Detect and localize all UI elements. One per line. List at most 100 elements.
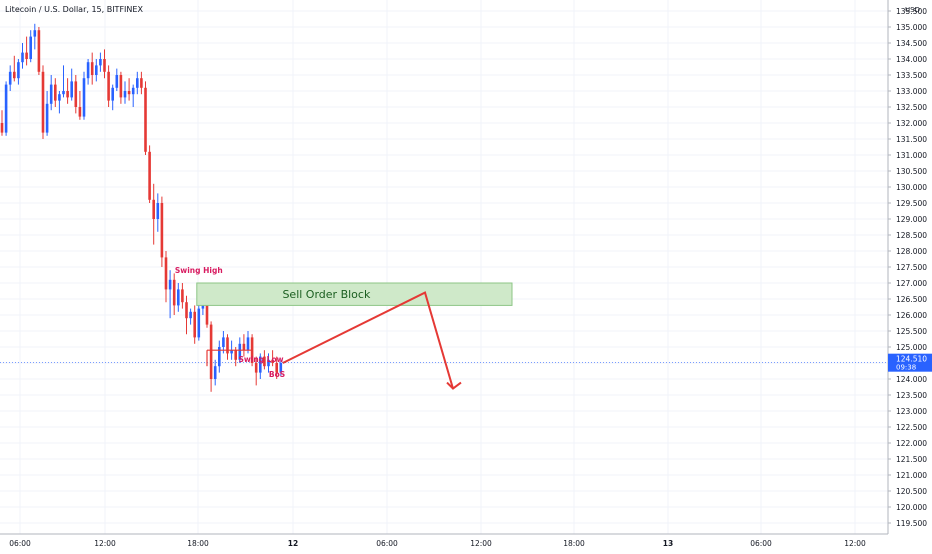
candle-body (226, 337, 229, 354)
candle (218, 340, 221, 373)
candle-body (33, 30, 37, 37)
currency-label: USD (905, 6, 920, 14)
candle-body (168, 279, 172, 290)
y-tick-label: 127.000 (896, 279, 927, 288)
y-tick-label: 129.500 (896, 199, 927, 208)
candle (160, 196, 164, 267)
candle (103, 49, 106, 79)
candle (254, 356, 258, 386)
candle (123, 81, 127, 104)
y-tick-label: 125.500 (896, 327, 927, 336)
time-axis[interactable]: 06:00 12:00 18:00 12 06:00 12:00 18:00 13 06:00 1… (0, 533, 888, 548)
y-tick-label: 123.500 (896, 391, 927, 400)
x-tick-label: 06:00 (750, 539, 772, 548)
candle (140, 71, 143, 95)
candle (242, 334, 246, 357)
x-tick-label: 12:00 (94, 539, 116, 548)
candle-body (160, 203, 164, 258)
y-tick-label: 127.500 (896, 263, 927, 272)
y-tick-label: 134.500 (896, 39, 927, 48)
candle (185, 295, 188, 335)
y-tick-label: 125.000 (896, 343, 927, 352)
x-tick-label: 06:00 (376, 539, 398, 548)
candle (70, 68, 73, 101)
x-tick-label: 18:00 (563, 539, 585, 548)
price-tag (888, 353, 932, 372)
y-tick-label: 121.000 (896, 471, 927, 480)
candle (17, 59, 20, 85)
y-tick-label: 126.000 (896, 311, 927, 320)
candle-body (54, 84, 57, 101)
candle-body (82, 78, 86, 117)
candle (209, 321, 213, 392)
candle (25, 36, 28, 66)
candle-body (74, 81, 78, 107)
candle (45, 91, 49, 136)
x-tick-label: 06:00 (9, 539, 31, 548)
candle (21, 43, 24, 69)
candle-body (156, 203, 160, 219)
candle (107, 65, 110, 107)
candle (226, 334, 229, 360)
candle (90, 52, 94, 85)
y-tick-label: 119.500 (896, 519, 927, 528)
candle-body (21, 52, 24, 63)
candle (213, 359, 217, 386)
order-block-label: Sell Order Block (282, 288, 370, 301)
candle (0, 110, 4, 136)
candle-body (107, 71, 110, 101)
y-tick-label: 132.500 (896, 103, 927, 112)
candle-body (275, 363, 278, 373)
candle (181, 283, 184, 309)
candle (62, 65, 65, 98)
candle (148, 145, 151, 203)
candle (13, 55, 16, 82)
candle (136, 71, 139, 95)
candle-body (86, 62, 90, 79)
candle (250, 334, 254, 367)
price-axis[interactable]: 119.500 120.000 120.500 121.000 121.500 122.0… (887, 0, 932, 534)
y-tick-label: 122.000 (896, 439, 927, 448)
candle-body (136, 78, 139, 88)
candles (0, 23, 283, 392)
candle-body (62, 91, 65, 95)
candle (78, 91, 82, 120)
candle (263, 350, 266, 370)
x-tick-label: 18:00 (187, 539, 209, 548)
candle-body (99, 59, 102, 66)
candle (267, 353, 270, 373)
candle-body (181, 289, 184, 303)
candle (127, 78, 131, 101)
candle-body (115, 75, 119, 88)
candle-body (78, 107, 82, 117)
y-tick-label: 120.000 (896, 503, 927, 512)
y-tick-label: 134.000 (896, 55, 927, 64)
y-tick-label: 131.500 (896, 135, 927, 144)
candle-body (144, 87, 147, 152)
candle-body (197, 308, 201, 338)
candle-body (13, 71, 16, 79)
candle (164, 251, 168, 303)
x-tick-label: 12 (288, 539, 298, 548)
candle (275, 356, 278, 379)
candle-body (205, 295, 209, 325)
candle-body (41, 71, 45, 133)
candle-body (218, 347, 221, 367)
candle-body (164, 257, 168, 290)
candle-body (185, 302, 188, 319)
candle-body (45, 103, 49, 133)
candle-body (234, 350, 237, 360)
candle-body (4, 84, 8, 133)
y-tick-label: 130.000 (896, 183, 927, 192)
candle-body (148, 151, 151, 200)
candle (111, 84, 114, 111)
candle (189, 308, 192, 325)
candle-body (140, 78, 143, 88)
y-tick-label: 126.500 (896, 295, 927, 304)
candle-body (111, 87, 114, 101)
candle (168, 270, 172, 319)
swing-low-label: Swing Low (238, 355, 283, 364)
candle-body (271, 359, 274, 363)
